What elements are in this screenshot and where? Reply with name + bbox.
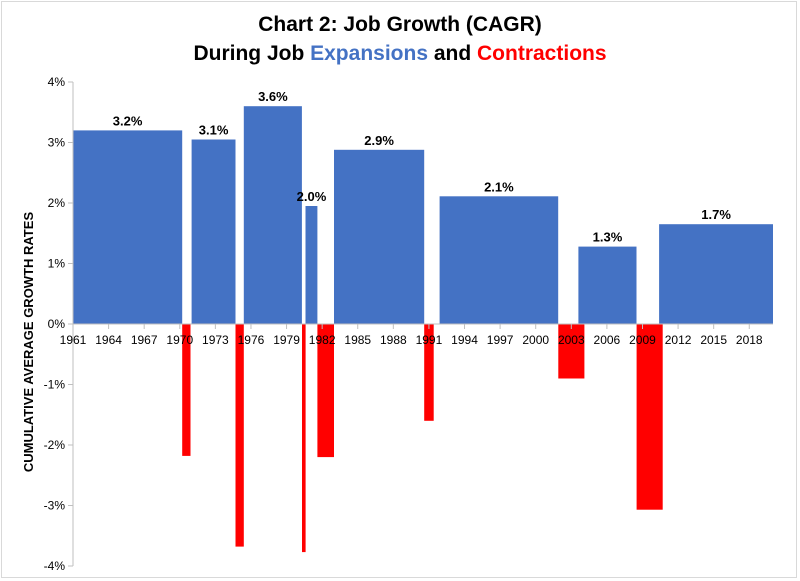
expansions-data-label-3: 2.0% bbox=[297, 189, 327, 204]
title-and: and bbox=[428, 42, 478, 65]
x-tick-label-4: 1973 bbox=[202, 333, 229, 347]
y-tick-label-8: -4% bbox=[44, 559, 66, 573]
x-tick-label-19: 2018 bbox=[736, 333, 763, 347]
y-tick-label-0: 4% bbox=[48, 75, 66, 89]
x-tick-label-5: 1976 bbox=[238, 333, 265, 347]
contractions-bar-1 bbox=[235, 324, 244, 547]
x-tick-label-14: 2003 bbox=[558, 333, 585, 347]
y-tick-label-2: 2% bbox=[48, 196, 66, 210]
expansions-data-label-2: 3.6% bbox=[258, 89, 288, 104]
title-prefix: During Job bbox=[193, 42, 311, 65]
x-tick-label-11: 1994 bbox=[451, 333, 478, 347]
title-expansions: Expansions bbox=[310, 42, 428, 65]
expansions-bar-7 bbox=[659, 224, 773, 324]
x-tick-label-7: 1982 bbox=[309, 333, 336, 347]
y-axis-title: CUMULATIVE AVERAGE GROWTH RATES bbox=[21, 212, 36, 473]
y-tick-label-5: -1% bbox=[44, 378, 66, 392]
contractions-bar-5 bbox=[558, 324, 585, 379]
x-tick-label-18: 2015 bbox=[700, 333, 727, 347]
x-tick-label-15: 2006 bbox=[594, 333, 621, 347]
contractions-bar-3 bbox=[317, 324, 334, 458]
y-tick-label-1: 3% bbox=[48, 136, 66, 150]
expansions-bar-4 bbox=[334, 149, 425, 324]
contractions-bar-6 bbox=[636, 324, 663, 510]
expansions-data-label-7: 1.7% bbox=[701, 207, 731, 222]
expansions-data-label-1: 3.1% bbox=[199, 123, 229, 138]
x-tick-label-0: 1961 bbox=[60, 333, 87, 347]
chart-title-line2: During Job Expansions and Contractions bbox=[0, 39, 800, 68]
expansions-data-label-4: 2.9% bbox=[364, 133, 394, 148]
x-tick-label-8: 1985 bbox=[344, 333, 371, 347]
expansions-data-label-6: 1.3% bbox=[593, 230, 623, 245]
x-tick-label-6: 1979 bbox=[273, 333, 300, 347]
x-tick-label-1: 1964 bbox=[95, 333, 122, 347]
y-tick-label-7: -3% bbox=[44, 499, 66, 513]
x-tick-label-13: 2000 bbox=[522, 333, 549, 347]
expansions-bar-3 bbox=[305, 206, 318, 324]
expansions-bar-1 bbox=[191, 139, 236, 324]
expansions-bar-5 bbox=[439, 196, 559, 324]
x-tick-label-12: 1997 bbox=[487, 333, 514, 347]
contractions-bar-0 bbox=[182, 324, 191, 456]
chart-title: Chart 2: Job Growth (CAGR) During Job Ex… bbox=[0, 10, 800, 68]
x-tick-label-10: 1991 bbox=[416, 333, 443, 347]
x-tick-label-9: 1988 bbox=[380, 333, 407, 347]
expansions-data-label-0: 3.2% bbox=[113, 113, 143, 128]
x-tick-label-17: 2012 bbox=[665, 333, 692, 347]
x-tick-label-2: 1967 bbox=[131, 333, 158, 347]
y-tick-label-3: 1% bbox=[48, 257, 66, 271]
contractions-bar-2 bbox=[302, 324, 306, 553]
chart-title-line1: Chart 2: Job Growth (CAGR) bbox=[258, 13, 542, 36]
x-tick-label-3: 1970 bbox=[166, 333, 193, 347]
title-contractions: Contractions bbox=[477, 42, 607, 65]
expansions-bar-2 bbox=[243, 106, 302, 324]
y-tick-label-6: -2% bbox=[44, 438, 66, 452]
x-tick-label-16: 2009 bbox=[629, 333, 656, 347]
contractions-bar-4 bbox=[424, 324, 434, 421]
expansions-data-label-5: 2.1% bbox=[484, 179, 514, 194]
expansions-bar-0 bbox=[73, 130, 183, 324]
expansions-bar-6 bbox=[578, 246, 637, 324]
y-tick-label-4: 0% bbox=[48, 317, 66, 331]
